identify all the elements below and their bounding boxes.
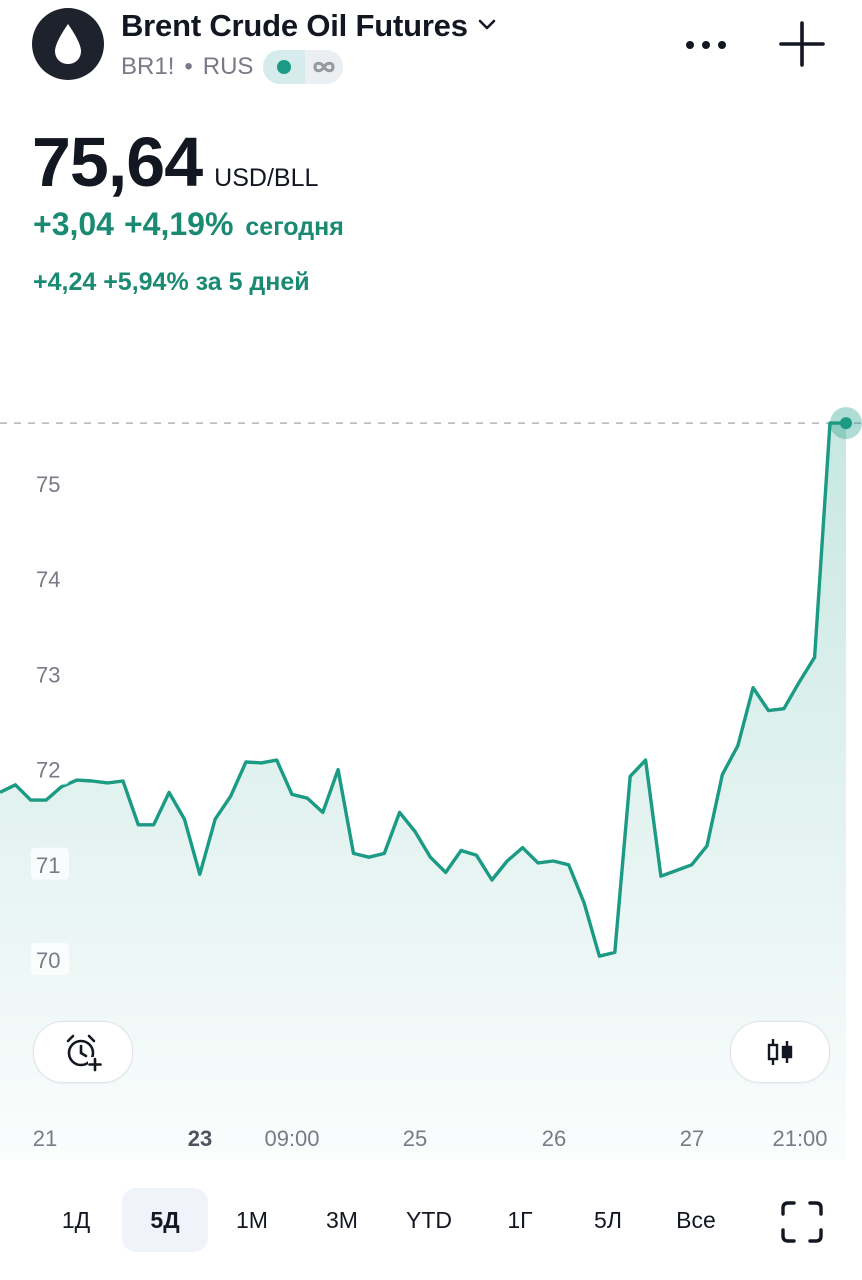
separator: • bbox=[184, 53, 193, 80]
x-tick-label: 27 bbox=[680, 1126, 704, 1151]
chevron-down-icon bbox=[476, 13, 498, 40]
last-point-marker bbox=[840, 417, 852, 430]
symbol-subtitle: BR1! • RUS bbox=[121, 50, 344, 84]
fullscreen-icon bbox=[781, 1201, 823, 1243]
y-tick-bg bbox=[31, 752, 69, 785]
change-today-pct: +4,19% bbox=[123, 206, 234, 242]
change-5-days: +4,24 +5,94% за 5 дней bbox=[33, 268, 310, 296]
y-tick-label: 75 bbox=[36, 472, 60, 497]
ticker: BR1! bbox=[121, 53, 175, 80]
candles-icon bbox=[767, 1039, 793, 1065]
change-today-abs: +3,04 bbox=[33, 206, 114, 242]
change-today: +3,04 +4,19% сегодня bbox=[33, 206, 344, 243]
y-tick-bg bbox=[31, 657, 69, 690]
price-block: 75,64 USD/BLL bbox=[32, 122, 318, 202]
tab-3m[interactable]: 3М bbox=[326, 1206, 358, 1233]
y-tick-label: 70 bbox=[36, 948, 60, 973]
y-tick-label: 72 bbox=[36, 758, 60, 783]
more-button[interactable] bbox=[680, 25, 732, 65]
tab-1m[interactable]: 1М bbox=[236, 1206, 268, 1233]
symbol-header: Brent Crude Oil Futures BR1! • RUS bbox=[0, 0, 862, 100]
y-tick-bg bbox=[31, 467, 69, 499]
x-tick-label: 21 bbox=[33, 1126, 57, 1151]
oil-drop-icon bbox=[32, 8, 104, 80]
add-alert-button[interactable] bbox=[33, 1021, 133, 1083]
change-today-label: сегодня bbox=[245, 213, 344, 241]
symbol-title-dropdown[interactable]: Brent Crude Oil Futures bbox=[121, 8, 498, 44]
x-tick-label: 21:00 bbox=[772, 1126, 827, 1151]
price-line bbox=[0, 421, 846, 958]
x-tick-label: 23 bbox=[188, 1126, 212, 1151]
y-tick-label: 71 bbox=[36, 853, 60, 878]
plus-icon bbox=[779, 21, 825, 67]
price-unit: USD/BLL bbox=[214, 164, 319, 192]
y-tick-bg bbox=[31, 943, 69, 975]
y-tick-label: 74 bbox=[36, 567, 60, 592]
timeframe-tabs: 1Д 5Д 1М 3М YTD 1Г 5Л Все bbox=[0, 1188, 862, 1254]
add-to-watchlist-button[interactable] bbox=[774, 16, 830, 72]
y-tick-bg bbox=[31, 562, 69, 595]
tab-5d[interactable]: 5Д bbox=[122, 1188, 208, 1252]
exchange: RUS bbox=[202, 53, 254, 80]
more-dots-icon bbox=[686, 41, 726, 49]
last-price: 75,64 bbox=[32, 123, 203, 201]
market-open-dot bbox=[277, 60, 292, 74]
tab-all[interactable]: Все bbox=[676, 1206, 716, 1233]
fullscreen-button[interactable] bbox=[774, 1194, 830, 1250]
chart-type-button[interactable] bbox=[730, 1021, 830, 1083]
tab-1y[interactable]: 1Г bbox=[507, 1206, 533, 1233]
tab-5y[interactable]: 5Л bbox=[594, 1206, 622, 1233]
price-chart[interactable]: 75 74 73 72 71 70 21 23 09:00 25 26 27 21:00 bbox=[0, 330, 862, 1160]
tab-1d[interactable]: 1Д bbox=[61, 1206, 91, 1233]
y-tick-label: 73 bbox=[36, 662, 60, 687]
x-tick-label: 09:00 bbox=[264, 1126, 319, 1151]
x-tick-label: 26 bbox=[542, 1126, 566, 1151]
infinity-icon bbox=[305, 50, 344, 84]
market-status-pill[interactable] bbox=[263, 50, 344, 84]
alarm-add-icon bbox=[66, 1034, 102, 1072]
price-area-fill bbox=[0, 423, 846, 1160]
y-tick-bg bbox=[31, 847, 69, 880]
x-tick-label: 25 bbox=[403, 1126, 427, 1151]
symbol-title: Brent Crude Oil Futures bbox=[121, 8, 468, 43]
tab-ytd[interactable]: YTD bbox=[406, 1206, 452, 1233]
